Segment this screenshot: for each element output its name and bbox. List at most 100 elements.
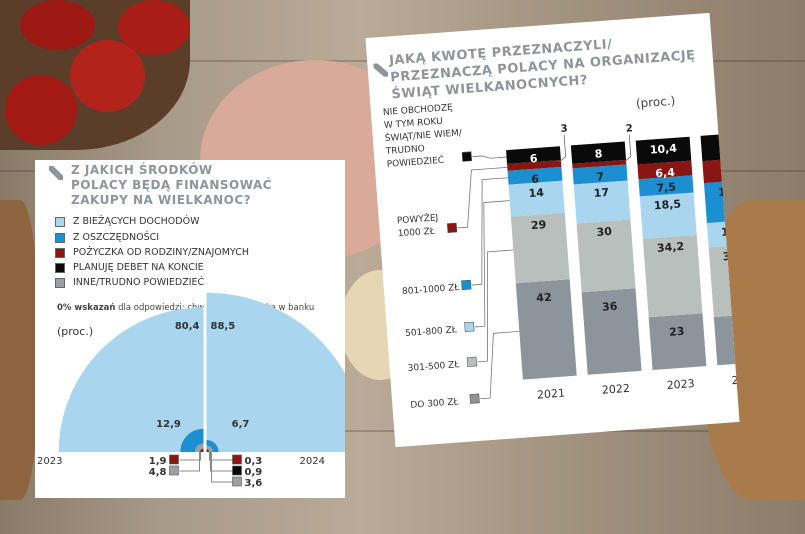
legend-swatch [464, 321, 475, 332]
bar-segment [570, 141, 627, 164]
red-egg [118, 0, 190, 55]
data-label: 30 [596, 225, 613, 239]
data-label: 6,7 [232, 419, 250, 430]
data-label: 6,4 [655, 166, 676, 180]
legend-swatch [55, 262, 65, 273]
bar-segment [638, 175, 694, 197]
leader-line [623, 134, 632, 163]
data-label: 0,9 [245, 467, 263, 478]
data-label: 7 [596, 170, 605, 184]
legend-swatch [469, 393, 480, 404]
bar-segment [700, 131, 740, 162]
quarter-2023-0 [58, 307, 204, 452]
legend-label: 501-800 ZŁ [405, 325, 458, 339]
stacked-bar-chart: 422914636202136301772820222334,218,57,56… [383, 103, 740, 411]
bar-segment [572, 164, 628, 185]
legend-label: 301-500 ZŁ [407, 360, 460, 374]
data-label: 18,5 [653, 197, 681, 212]
legend-label: W TYM ROKU [384, 117, 444, 131]
bar-segment [508, 180, 565, 217]
legend-item: Z OSZCZĘDNOŚCI [55, 232, 159, 243]
red-egg [70, 40, 145, 112]
data-label: 88,5 [211, 321, 236, 332]
bar-segment [648, 313, 707, 371]
legend-label: 1000 ZŁ [398, 227, 437, 240]
title-line: POLACY BĘDĄ FINANSOWAĆ [71, 178, 273, 192]
leader-line [480, 331, 520, 400]
year-label: 2021 [537, 387, 566, 402]
budget-card: JAKĄ KWOTĘ PRZEZNACZYLI/ PRZEZNACZĄ POLA… [365, 12, 740, 448]
bar-segment [573, 180, 631, 224]
legend-swatch [466, 356, 478, 367]
legend-item: Z BIEŻĄCYCH DOCHODÓW [55, 216, 199, 227]
leader-line [179, 452, 201, 461]
legend-item: PLANUJĘ DEBET NA KONCIE [55, 262, 204, 273]
leader-line [474, 200, 510, 328]
label-swatch [232, 465, 242, 476]
year-label: 2022 [601, 382, 630, 397]
legend-swatch [461, 151, 473, 162]
leader-line [179, 452, 200, 472]
label-swatch [232, 476, 242, 487]
data-label: 23 [669, 325, 685, 339]
year-label: 2024 [300, 456, 325, 467]
leader-line [210, 452, 233, 472]
year-label: 2023 [666, 377, 695, 392]
data-label: 6 [531, 173, 540, 187]
data-label: 14 [528, 186, 545, 200]
leader-line [211, 452, 233, 483]
legend-swatch [461, 279, 472, 291]
legend-swatch [446, 222, 458, 233]
legend-swatch [55, 216, 65, 227]
quarter-2024-2 [206, 449, 209, 452]
legend-label: PLANUJĘ DEBET NA KONCIE [73, 262, 204, 273]
card-title: Z JAKICH ŚRODKÓW POLACY BĘDĄ FINANSOWAĆ … [71, 163, 272, 208]
label-swatch [169, 454, 179, 465]
data-label: 1,9 [149, 456, 167, 467]
legend-item: INNE/TRUDNO POWIEDZIEĆ [55, 277, 204, 288]
legend-swatch [55, 247, 65, 258]
bar-segment [510, 212, 570, 284]
data-label: 7,5 [656, 181, 676, 195]
data-label: 17 [593, 186, 609, 200]
data-label: 17,4 [718, 184, 740, 199]
bar-segment [515, 279, 577, 380]
data-label: 3,6 [245, 478, 263, 489]
data-label: 34,2 [657, 240, 685, 255]
radial-chart: 80,4 12,9 2023 1,94,8 88,5 6,7 2024 0,30,93,6 [37, 292, 345, 489]
red-egg [5, 75, 77, 145]
bar-segment [635, 136, 692, 165]
legend-label: Z BIEŻĄCYCH DOCHODÓW [73, 216, 200, 227]
legend-label: POŻYCZKA OD RODZINY/ZNAJOMYCH [73, 247, 249, 258]
bar-segment [639, 192, 697, 239]
data-label: 8 [594, 147, 603, 161]
legend-label: 801-1000 ZŁ [402, 283, 461, 297]
data-label: 3 [560, 123, 568, 134]
data-label: 4,8 [149, 467, 167, 478]
leader-line [472, 155, 507, 159]
leader-line [457, 166, 508, 229]
legend-swatch [55, 232, 65, 243]
legend-item: POŻYCZKA OD RODZINY/ZNAJOMYCH [55, 247, 249, 258]
legend-label: NIE OBCHODZĘ [383, 103, 454, 118]
title-line: ZAKUPY NA WIELKANOC? [71, 193, 252, 207]
data-label: 11 [720, 137, 736, 151]
red-egg [20, 0, 95, 50]
bar-segment [507, 159, 562, 171]
funding-sources-card: Z JAKICH ŚRODKÓW POLACY BĘDĄ FINANSOWAĆ … [35, 160, 345, 498]
leader-line [471, 177, 509, 286]
bar-segment [507, 166, 563, 185]
bread [0, 200, 40, 500]
legend-label: INNE/TRUDNO POWIEDZIEĆ [73, 277, 205, 288]
bar-segment [637, 160, 693, 180]
quarter-2023-2 [200, 448, 204, 452]
legend-label: TRUDNO [384, 144, 425, 157]
year-label: 2023 [37, 456, 62, 467]
unit-label: (proc.) [57, 325, 94, 338]
bar-segment [642, 234, 703, 318]
data-label: 12,9 [156, 419, 181, 430]
data-label: 29 [530, 218, 546, 232]
data-label: 80,4 [175, 321, 200, 332]
bar-segment [572, 159, 627, 169]
label-swatch [232, 454, 242, 465]
